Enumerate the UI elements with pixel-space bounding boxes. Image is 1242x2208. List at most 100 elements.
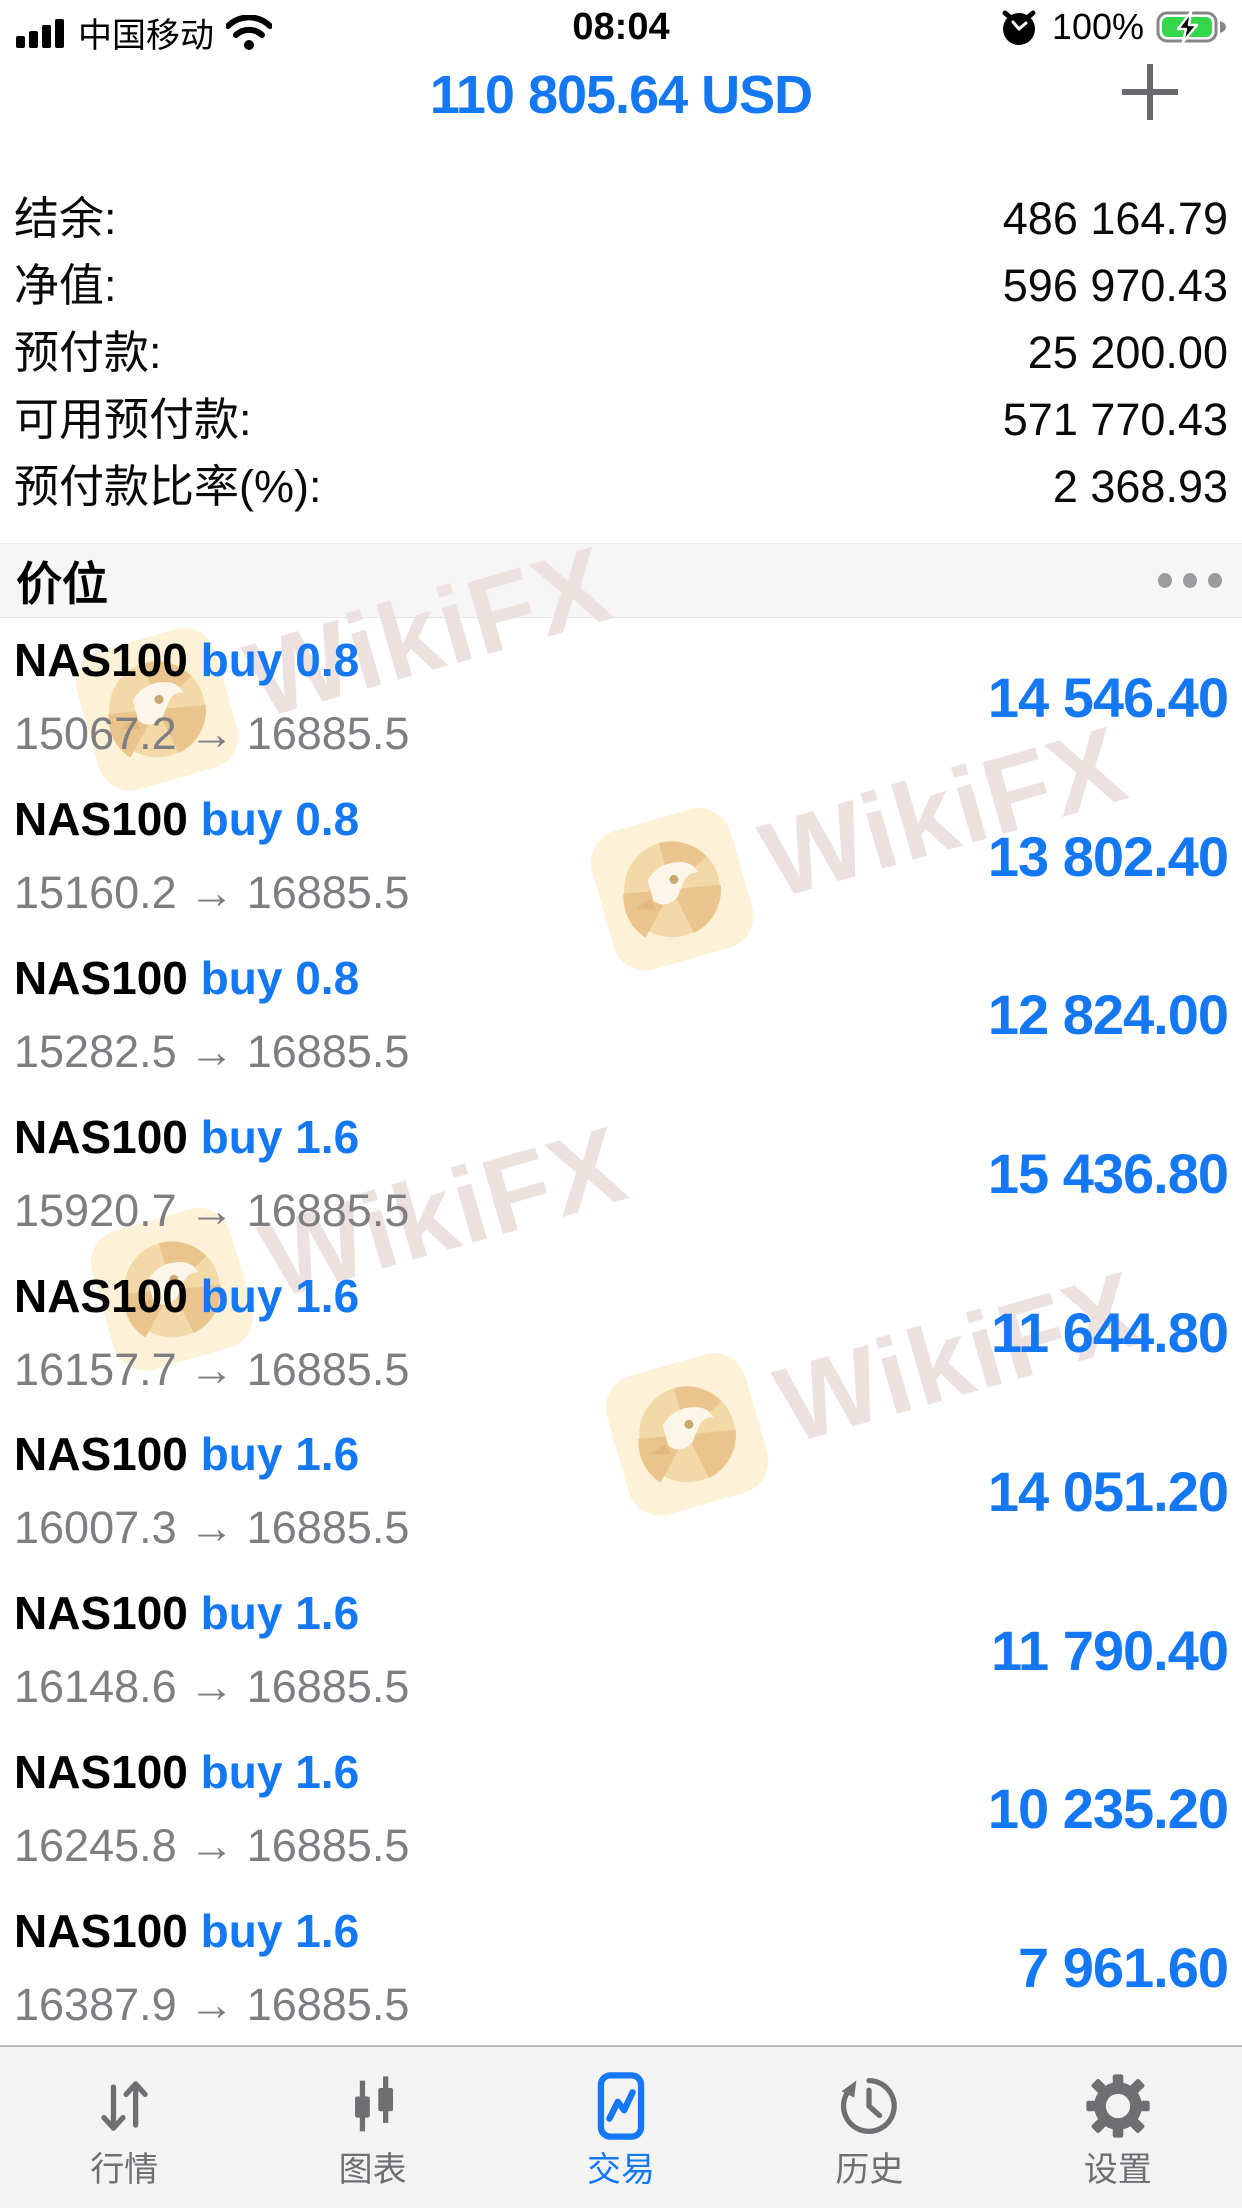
symbol-label: NAS100 xyxy=(14,1428,188,1481)
summary-label: 净值: xyxy=(14,260,117,311)
charts-icon xyxy=(354,2075,393,2131)
position-profit: 14 546.40 xyxy=(987,665,1229,729)
arrow-icon: → xyxy=(189,1025,235,1077)
volume-label: 1.6 xyxy=(295,1269,360,1322)
bottom-tab-bar: 行情 图表 交易 xyxy=(0,2045,1242,2208)
add-account-button[interactable] xyxy=(1116,58,1184,126)
position-row[interactable]: NAS100 buy 1.6 16007.3 → 16885.5 14 051.… xyxy=(0,1412,1242,1571)
tab-label: 行情 xyxy=(90,2150,159,2189)
battery-charging-icon xyxy=(1156,10,1226,44)
side-label: buy xyxy=(200,951,283,1004)
arrow-icon: → xyxy=(189,1184,235,1236)
open-price: 16157.7 xyxy=(14,1343,177,1395)
alarm-icon xyxy=(1002,10,1036,45)
volume-label: 1.6 xyxy=(295,1428,360,1481)
tab-history[interactable]: 历史 xyxy=(745,2047,993,2208)
arrow-icon: → xyxy=(189,1978,235,2030)
current-price: 16885.5 xyxy=(246,1343,410,1395)
symbol-label: NAS100 xyxy=(14,634,188,687)
symbol-label: NAS100 xyxy=(14,793,188,846)
side-label: buy xyxy=(200,1587,283,1640)
position-profit: 12 824.00 xyxy=(987,983,1229,1047)
tab-trade[interactable]: 交易 xyxy=(497,2047,745,2208)
summary-label: 结余: xyxy=(14,193,117,244)
position-row[interactable]: NAS100 buy 0.8 15160.2 → 16885.5 13 802.… xyxy=(0,777,1242,936)
current-price: 16885.5 xyxy=(246,1184,410,1236)
open-price: 16387.9 xyxy=(14,1978,177,2030)
side-label: buy xyxy=(200,1269,283,1322)
summary-row-margin-level: 预付款比率(%): 2 368.93 xyxy=(14,453,1228,520)
volume-label: 0.8 xyxy=(295,634,360,687)
side-label: buy xyxy=(200,634,283,687)
summary-value: 25 200.00 xyxy=(1027,327,1228,378)
position-row[interactable]: NAS100 buy 0.8 15067.2 → 16885.5 14 546.… xyxy=(0,618,1242,777)
position-profit: 11 644.80 xyxy=(990,1301,1229,1365)
current-price: 16885.5 xyxy=(246,1502,410,1554)
clock-time: 08:04 xyxy=(572,6,670,48)
arrow-icon: → xyxy=(189,1502,235,1554)
side-label: buy xyxy=(200,1428,283,1481)
position-row[interactable]: NAS100 buy 1.6 15920.7 → 16885.5 15 436.… xyxy=(0,1094,1242,1253)
history-icon xyxy=(841,2077,898,2134)
symbol-label: NAS100 xyxy=(14,1587,188,1640)
summary-value: 2 368.93 xyxy=(1052,461,1228,512)
current-price: 16885.5 xyxy=(246,1661,410,1713)
wifi-icon xyxy=(226,14,272,50)
tab-label: 图表 xyxy=(338,2150,407,2189)
tab-charts[interactable]: 图表 xyxy=(248,2047,496,2208)
side-label: buy xyxy=(200,1745,283,1798)
position-profit: 10 235.20 xyxy=(987,1777,1229,1841)
side-label: buy xyxy=(200,1904,283,1957)
arrow-icon: → xyxy=(189,867,235,919)
position-profit: 15 436.80 xyxy=(987,1142,1229,1206)
summary-value: 571 770.43 xyxy=(1002,394,1228,445)
summary-label: 预付款比率(%): xyxy=(14,461,322,512)
volume-label: 1.6 xyxy=(295,1745,360,1798)
symbol-label: NAS100 xyxy=(14,1904,188,1957)
plus-icon xyxy=(1122,64,1178,120)
account-balance-title: 110 805.64 USD xyxy=(429,65,813,125)
battery-percent-label: 100% xyxy=(1051,6,1144,47)
position-row[interactable]: NAS100 buy 1.6 16245.8 → 16885.5 10 235.… xyxy=(0,1729,1242,1888)
account-summary: 结余: 486 164.79 净值: 596 970.43 预付款: 25 20… xyxy=(0,185,1242,520)
more-options-icon[interactable] xyxy=(1154,563,1226,598)
position-row[interactable]: NAS100 buy 1.6 16148.6 → 16885.5 11 790.… xyxy=(0,1571,1242,1730)
cellular-signal-icon xyxy=(16,18,64,48)
symbol-label: NAS100 xyxy=(14,951,188,1004)
current-price: 16885.5 xyxy=(246,867,410,919)
status-bar: 中国移动 08:04 100% xyxy=(0,0,1242,55)
summary-row-free-margin: 可用预付款: 571 770.43 xyxy=(14,386,1228,453)
tab-label: 设置 xyxy=(1083,2150,1152,2189)
position-profit: 11 790.40 xyxy=(990,1618,1229,1682)
positions-section-bar: 价位 xyxy=(0,543,1242,618)
current-price: 16885.5 xyxy=(246,1978,410,2030)
carrier-label: 中国移动 xyxy=(78,17,214,55)
summary-row-margin: 预付款: 25 200.00 xyxy=(14,319,1228,386)
open-price: 16007.3 xyxy=(14,1502,177,1554)
position-row[interactable]: NAS100 buy 1.6 16157.7 → 16885.5 11 644.… xyxy=(0,1253,1242,1412)
section-title: 价位 xyxy=(16,557,108,610)
side-label: buy xyxy=(200,1110,283,1163)
open-price: 16245.8 xyxy=(14,1819,177,1871)
current-price: 16885.5 xyxy=(246,1025,410,1077)
symbol-label: NAS100 xyxy=(14,1110,188,1163)
summary-label: 预付款: xyxy=(14,327,162,378)
tab-quotes[interactable]: 行情 xyxy=(0,2047,248,2208)
open-price: 15067.2 xyxy=(14,708,177,760)
quotes-icon xyxy=(101,2080,148,2131)
position-profit: 14 051.20 xyxy=(987,1459,1229,1523)
summary-value: 486 164.79 xyxy=(1002,193,1228,244)
volume-label: 1.6 xyxy=(295,1587,360,1640)
current-price: 16885.5 xyxy=(246,708,410,760)
summary-value: 596 970.43 xyxy=(1002,260,1228,311)
tab-label: 交易 xyxy=(587,2150,656,2189)
tab-settings[interactable]: 设置 xyxy=(994,2047,1242,2208)
volume-label: 1.6 xyxy=(295,1110,360,1163)
position-row[interactable]: NAS100 buy 0.8 15282.5 → 16885.5 12 824.… xyxy=(0,936,1242,1095)
arrow-icon: → xyxy=(189,1661,235,1713)
position-row[interactable]: NAS100 buy 1.6 16387.9 → 16885.5 7 961.6… xyxy=(0,1888,1242,2047)
open-price: 15920.7 xyxy=(14,1184,177,1236)
volume-label: 0.8 xyxy=(295,951,360,1004)
tab-label: 历史 xyxy=(835,2150,904,2189)
